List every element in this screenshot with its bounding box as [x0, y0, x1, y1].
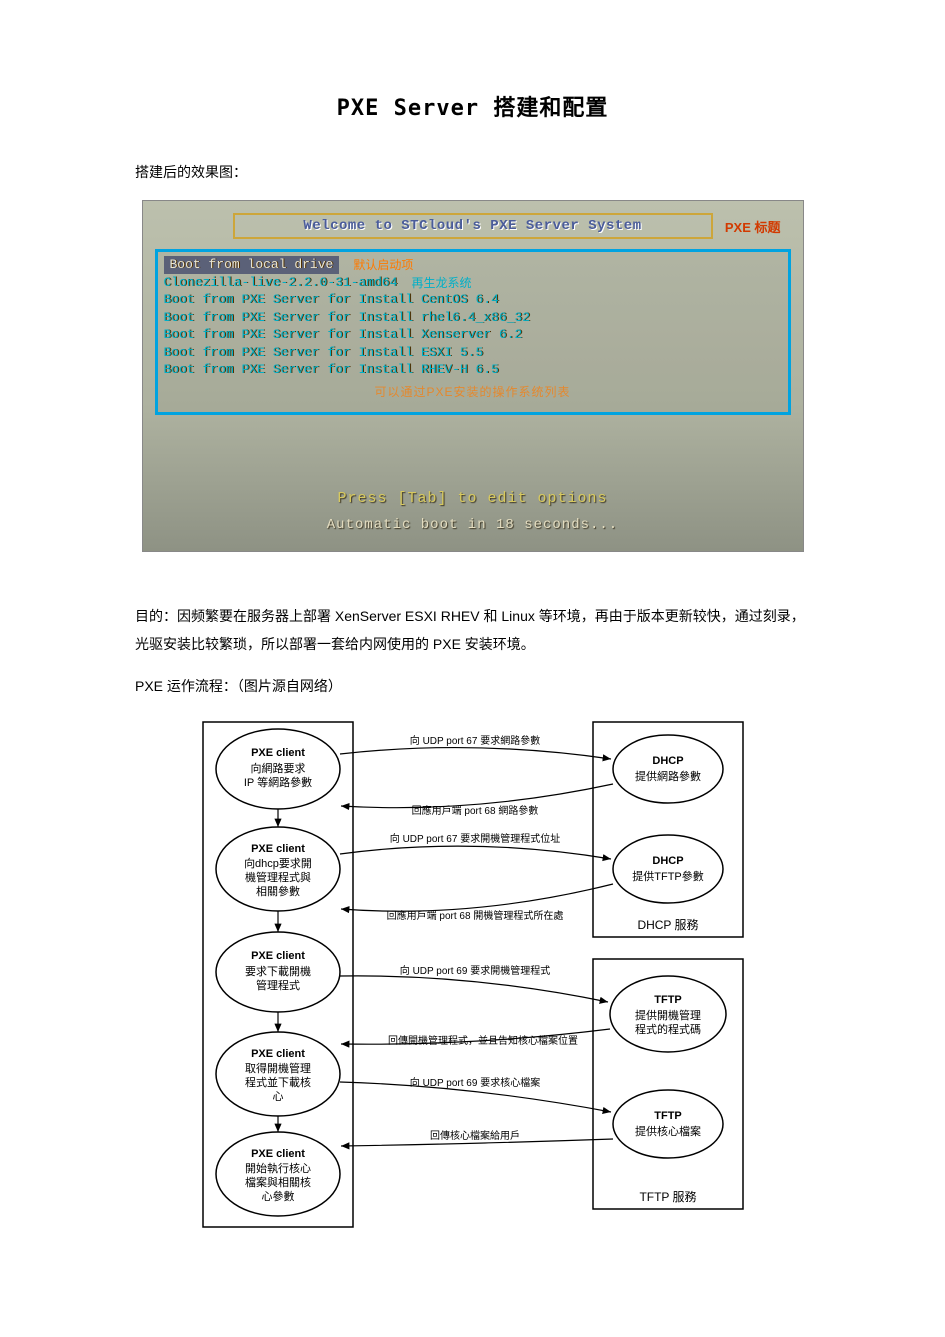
- svg-text:程式的程式碼: 程式的程式碼: [635, 1022, 701, 1036]
- section-heading-flow: PXE 运作流程：（图片源自网络）: [135, 676, 810, 696]
- svg-text:向dhcp要求開: 向dhcp要求開: [244, 856, 312, 870]
- flow-arrow: [340, 748, 611, 759]
- svg-text:提供網路參數: 提供網路參數: [635, 769, 701, 783]
- svg-text:TFTP: TFTP: [654, 1110, 682, 1122]
- pxe-title-box: Welcome to STCloud's PXE Server System P…: [233, 213, 713, 239]
- menu-row-selected: Boot from local drive 默认启动项: [164, 256, 782, 274]
- svg-text:回應用戶端 port 68 開機管理程式所在處: 回應用戶端 port 68 開機管理程式所在處: [386, 909, 563, 922]
- svg-text:機管理程式與: 機管理程式與: [245, 870, 311, 884]
- svg-text:提供TFTP參數: 提供TFTP參數: [632, 869, 704, 883]
- svg-text:PXE client: PXE client: [251, 950, 305, 962]
- menu-list-annotation: 可以通过PXE安装的操作系统列表: [164, 383, 782, 400]
- selected-annotation: 默认启动项: [353, 256, 413, 273]
- svg-text:提供開機管理: 提供開機管理: [635, 1008, 701, 1022]
- svg-text:提供核心檔案: 提供核心檔案: [635, 1124, 701, 1138]
- menu-item-clonezilla: Clonezilla-live-2.2.0-31-amd64: [164, 274, 398, 292]
- menu-row-clonezilla: Clonezilla-live-2.2.0-31-amd64 再生龙系统: [164, 274, 782, 292]
- svg-text:回應用戶端 port 68 網路參數: 回應用戶端 port 68 網路參數: [411, 804, 538, 817]
- flow-arrow: [340, 846, 611, 859]
- pxe-flow-diagram: DHCP 服務 TFTP 服務 PXE client 向網路要求 IP 等網路參…: [193, 714, 753, 1234]
- menu-item: Boot from PXE Server for Install Xenserv…: [164, 326, 782, 344]
- server-node: [613, 735, 723, 803]
- purpose-paragraph: 目的：因频繁要在服务器上部署 XenServer ESXI RHEV 和 Lin…: [135, 602, 810, 658]
- section-heading-screenshot: 搭建后的效果图：: [135, 162, 810, 182]
- flow-arrow: [341, 784, 613, 808]
- svg-text:回傳核心檔案給用戶: 回傳核心檔案給用戶: [430, 1129, 520, 1142]
- flow-arrow: [341, 884, 613, 911]
- server-node: [613, 1090, 723, 1158]
- svg-text:DHCP: DHCP: [652, 855, 683, 867]
- svg-text:開始執行核心: 開始執行核心: [245, 1161, 311, 1175]
- svg-text:取得開機管理: 取得開機管理: [245, 1061, 311, 1075]
- svg-text:PXE client: PXE client: [251, 747, 305, 759]
- svg-text:PXE client: PXE client: [251, 843, 305, 855]
- svg-text:回傳開機管理程式，並且告知核心檔案位置: 回傳開機管理程式，並且告知核心檔案位置: [388, 1034, 578, 1047]
- pxe-countdown: Automatic boot in 18 seconds...: [143, 517, 803, 533]
- pxe-title-annotation: PXE 标题: [725, 217, 781, 236]
- menu-item: Boot from PXE Server for Install CentOS …: [164, 291, 782, 309]
- svg-text:向 UDP port 69 要求開機管理程式: 向 UDP port 69 要求開機管理程式: [399, 964, 549, 977]
- pxe-tab-hint: Press [Tab] to edit options: [143, 490, 803, 507]
- svg-text:向網路要求: 向網路要求: [250, 761, 305, 775]
- document-page: PXE Server 搭建和配置 搭建后的效果图： Welcome to STC…: [0, 0, 945, 1294]
- menu-item: Boot from PXE Server for Install RHEV-H …: [164, 361, 782, 379]
- svg-text:向 UDP port 67 要求開機管理程式位址: 向 UDP port 67 要求開機管理程式位址: [389, 832, 559, 845]
- server-node: [613, 835, 723, 903]
- page-title: PXE Server 搭建和配置: [135, 90, 810, 122]
- flow-arrow: [340, 976, 608, 1002]
- svg-text:心: 心: [272, 1090, 283, 1103]
- pxe-boot-screenshot: Welcome to STCloud's PXE Server System P…: [142, 200, 804, 552]
- pxe-boot-menu: Boot from local drive 默认启动项 Clonezilla-l…: [155, 249, 791, 415]
- svg-text:向 UDP port 69 要求核心檔案: 向 UDP port 69 要求核心檔案: [409, 1076, 539, 1089]
- svg-text:PXE client: PXE client: [251, 1048, 305, 1060]
- tftp-box-label: TFTP 服務: [639, 1190, 696, 1204]
- flow-svg: DHCP 服務 TFTP 服務 PXE client 向網路要求 IP 等網路參…: [193, 714, 753, 1234]
- svg-text:程式並下載核: 程式並下載核: [245, 1075, 311, 1089]
- svg-text:向 UDP port 67 要求網路參數: 向 UDP port 67 要求網路參數: [409, 734, 539, 747]
- svg-text:檔案與相關核: 檔案與相關核: [245, 1175, 311, 1189]
- svg-text:相關參數: 相關參數: [256, 884, 300, 898]
- menu-item: Boot from PXE Server for Install rhel6.4…: [164, 309, 782, 327]
- svg-text:心參數: 心參數: [261, 1189, 294, 1203]
- svg-text:要求下載開機: 要求下載開機: [245, 964, 311, 978]
- menu-item-selected: Boot from local drive: [164, 256, 340, 274]
- dhcp-box-label: DHCP 服務: [637, 918, 698, 932]
- pxe-welcome-text: Welcome to STCloud's PXE Server System: [303, 218, 641, 234]
- svg-text:IP 等網路參數: IP 等網路參數: [243, 775, 311, 789]
- clonezilla-annotation: 再生龙系统: [412, 274, 472, 291]
- svg-text:PXE client: PXE client: [251, 1148, 305, 1160]
- svg-text:管理程式: 管理程式: [256, 978, 300, 992]
- menu-item: Boot from PXE Server for Install ESXI 5.…: [164, 344, 782, 362]
- svg-text:DHCP: DHCP: [652, 755, 683, 767]
- svg-text:TFTP: TFTP: [654, 994, 682, 1006]
